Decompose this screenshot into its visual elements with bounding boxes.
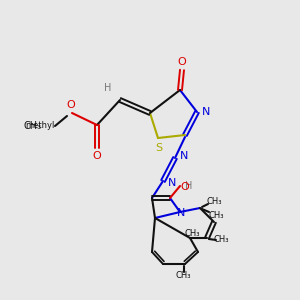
Text: H: H [104, 83, 112, 93]
Text: S: S [155, 143, 163, 153]
Text: methyl: methyl [25, 122, 55, 130]
Text: CH₃: CH₃ [208, 211, 224, 220]
Text: O: O [67, 100, 75, 110]
Text: N: N [202, 107, 210, 117]
Text: H: H [185, 181, 193, 191]
Text: O: O [93, 151, 101, 161]
Text: O: O [178, 57, 186, 67]
Text: CH₃: CH₃ [206, 197, 222, 206]
Text: N: N [180, 151, 188, 161]
Text: N: N [177, 208, 185, 218]
Text: CH₃: CH₃ [175, 271, 191, 280]
Text: CH₃: CH₃ [213, 236, 229, 244]
Text: O: O [181, 182, 189, 192]
Text: N: N [168, 178, 176, 188]
Text: CH₃: CH₃ [24, 121, 42, 131]
Text: CH₃: CH₃ [184, 229, 200, 238]
